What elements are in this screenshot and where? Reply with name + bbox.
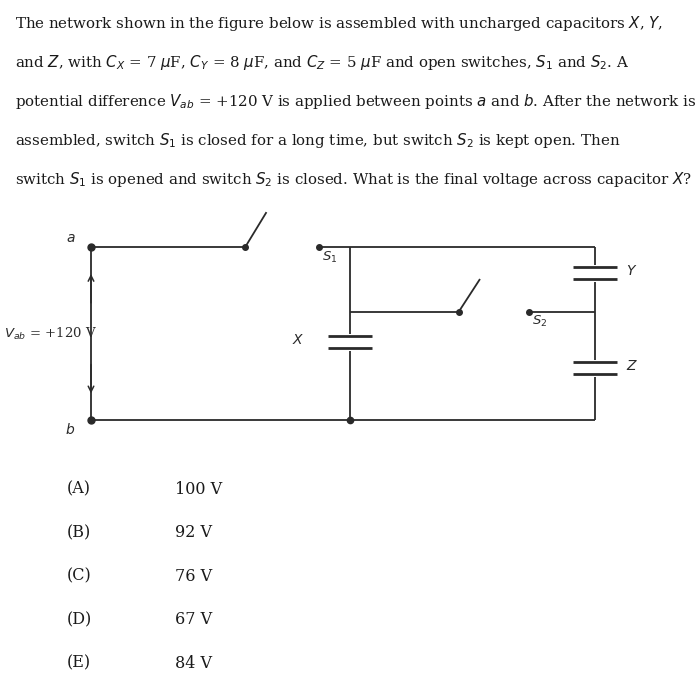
Text: 67 V: 67 V bbox=[175, 612, 212, 629]
Text: $Y$: $Y$ bbox=[626, 264, 638, 278]
Text: 100 V: 100 V bbox=[175, 481, 222, 498]
Text: $Z$: $Z$ bbox=[626, 359, 638, 373]
Text: (E): (E) bbox=[66, 655, 90, 672]
Text: potential difference $V_{ab}$ = +120 V is applied between points $a$ and $b$. Af: potential difference $V_{ab}$ = +120 V i… bbox=[15, 92, 696, 111]
Text: 76 V: 76 V bbox=[175, 568, 212, 585]
Text: 84 V: 84 V bbox=[175, 655, 212, 672]
Text: 92 V: 92 V bbox=[175, 524, 212, 541]
Text: assembled, switch $S_1$ is closed for a long time, but switch $S_2$ is kept open: assembled, switch $S_1$ is closed for a … bbox=[15, 131, 621, 150]
Text: and $Z$, with $C_X$ = 7 $\mu$F, $C_Y$ = 8 $\mu$F, and $C_Z$ = 5 $\mu$F and open : and $Z$, with $C_X$ = 7 $\mu$F, $C_Y$ = … bbox=[15, 53, 630, 72]
Text: $b$: $b$ bbox=[66, 422, 76, 437]
Text: $S_1$: $S_1$ bbox=[322, 250, 337, 265]
Text: (B): (B) bbox=[66, 524, 91, 541]
Text: $V_{ab}$ = +120 V: $V_{ab}$ = +120 V bbox=[4, 326, 97, 342]
Text: $X$: $X$ bbox=[292, 333, 304, 347]
Text: (C): (C) bbox=[66, 568, 91, 585]
Text: The network shown in the figure below is assembled with uncharged capacitors $X$: The network shown in the figure below is… bbox=[15, 14, 664, 33]
Text: (D): (D) bbox=[66, 612, 92, 629]
Text: $S_2$: $S_2$ bbox=[532, 315, 547, 330]
Text: switch $S_1$ is opened and switch $S_2$ is closed. What is the final voltage acr: switch $S_1$ is opened and switch $S_2$ … bbox=[15, 170, 692, 189]
Text: $a$: $a$ bbox=[66, 232, 76, 245]
Text: (A): (A) bbox=[66, 481, 90, 498]
